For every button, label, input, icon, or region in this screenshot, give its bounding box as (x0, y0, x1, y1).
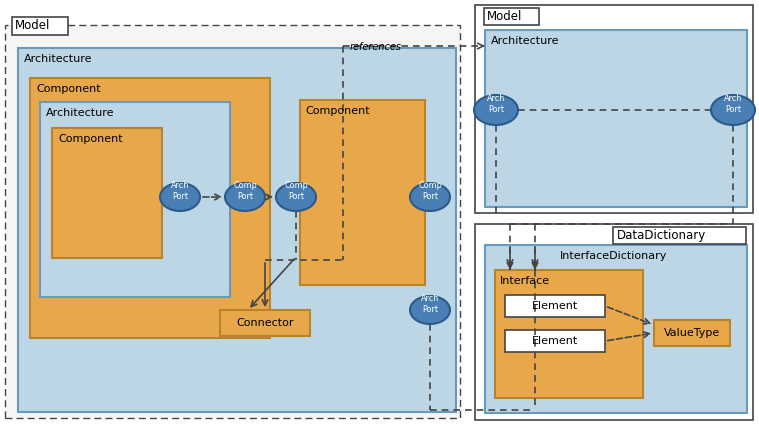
Text: ValueType: ValueType (664, 328, 720, 338)
Bar (613, 227, 746, 244)
Bar (220, 310, 310, 336)
Bar (300, 100, 425, 285)
Text: Component: Component (58, 134, 123, 144)
Ellipse shape (276, 183, 316, 211)
Text: Arch
Port: Arch Port (421, 294, 439, 314)
Bar (30, 78, 270, 338)
Ellipse shape (410, 183, 450, 211)
Bar (12, 17, 68, 35)
Ellipse shape (225, 183, 265, 211)
Bar (40, 102, 230, 297)
Text: Element: Element (532, 301, 578, 311)
Text: Element: Element (532, 336, 578, 346)
Text: Arch
Port: Arch Port (171, 181, 189, 201)
Bar (495, 270, 643, 398)
Bar (505, 330, 605, 352)
Text: Architecture: Architecture (46, 108, 115, 118)
Bar (505, 295, 605, 317)
Ellipse shape (474, 95, 518, 125)
Text: Comp
Port: Comp Port (284, 181, 308, 201)
Text: Arch
Port: Arch Port (724, 94, 742, 114)
Bar (52, 128, 162, 258)
Bar (654, 320, 730, 346)
Ellipse shape (160, 183, 200, 211)
Bar (475, 224, 753, 420)
Text: Component: Component (36, 84, 101, 94)
Text: Comp
Port: Comp Port (233, 181, 257, 201)
Bar (18, 48, 456, 412)
Text: Comp
Port: Comp Port (418, 181, 442, 201)
Text: DataDictionary: DataDictionary (617, 229, 707, 242)
Ellipse shape (410, 296, 450, 324)
Text: Model: Model (15, 19, 50, 32)
Bar (5, 25, 460, 418)
Bar (485, 30, 747, 207)
Bar (485, 245, 747, 413)
Text: Connector: Connector (236, 318, 294, 328)
Text: Interface: Interface (500, 276, 550, 286)
Bar (475, 5, 753, 213)
Text: InterfaceDictionary: InterfaceDictionary (560, 251, 667, 261)
Text: Model: Model (487, 10, 522, 23)
Text: Component: Component (305, 106, 370, 116)
Text: Architecture: Architecture (491, 36, 559, 46)
Text: Architecture: Architecture (24, 54, 93, 64)
Ellipse shape (711, 95, 755, 125)
Text: references: references (350, 42, 402, 52)
Text: Arch
Port: Arch Port (487, 94, 505, 114)
Bar (484, 8, 539, 25)
